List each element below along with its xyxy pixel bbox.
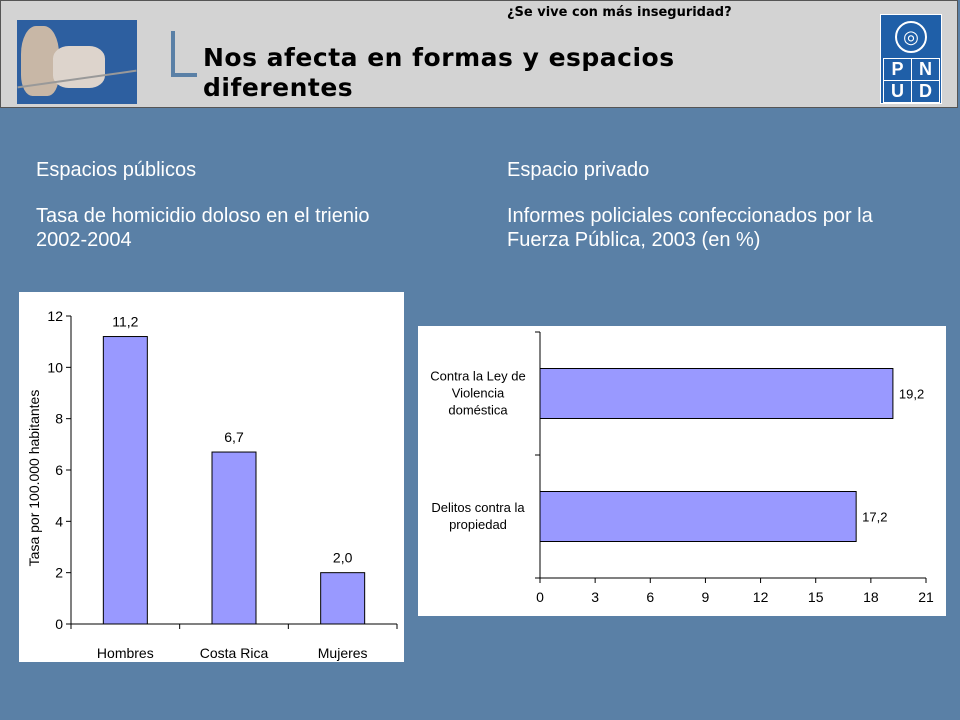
data-label: 11,2: [112, 314, 138, 330]
left-subheading: Tasa de homicidio doloso en el trienio 2…: [36, 205, 370, 251]
y-tick-label: propiedad: [449, 517, 507, 532]
bar: [539, 368, 894, 419]
x-tick-label: 3: [591, 589, 599, 605]
y-tick-label: 6: [55, 462, 63, 478]
bar: [102, 336, 148, 625]
y-tick-label: 10: [47, 359, 63, 375]
x-tick-label: Mujeres: [318, 645, 368, 661]
x-tick-label: Costa Rica: [200, 645, 269, 661]
bar: [539, 491, 857, 542]
title-bracket: [171, 31, 175, 77]
y-tick-label: Contra la Ley de: [430, 369, 525, 384]
police-reports-chart: 0 3 6 9 12 15 18 21 19,2 Contra la Ley de Violenci…: [418, 326, 946, 616]
police-reports-chart-svg: 0 3 6 9 12 15 18 21 19,2 Contra la Ley de Violenci…: [430, 331, 934, 605]
x-tick-label: 18: [863, 589, 879, 605]
data-label: 2,0: [333, 550, 353, 566]
logo-letter-p: P: [883, 58, 912, 81]
x-tick-label: 9: [702, 589, 710, 605]
x-tick-label: 21: [918, 589, 934, 605]
right-subheading: Informes policiales confeccionados por l…: [507, 205, 873, 251]
bar: [320, 572, 366, 625]
logo-letter-d: D: [911, 80, 940, 103]
slide-header: ¿Se vive con más inseguridad? Nos afecta…: [0, 0, 958, 108]
x-tick-label: 15: [808, 589, 824, 605]
x-tick-label: 6: [646, 589, 654, 605]
undp-logo: ◎ P N U D: [880, 14, 942, 104]
header-photo: [17, 20, 137, 104]
y-tick-label: 2: [55, 565, 63, 581]
logo-letter-n: N: [911, 58, 940, 81]
data-label: 19,2: [899, 387, 924, 402]
y-tick-label: 4: [55, 513, 63, 529]
y-tick-label: Violencia: [452, 386, 505, 401]
bar: [211, 451, 257, 625]
y-tick-label: 12: [47, 308, 63, 324]
homicide-chart-svg: 0 2 4 6 8 10 12 11,2 Hombres 6,7 Costa Rica 2,0 Muje…: [26, 308, 398, 661]
y-tick-label: doméstica: [448, 403, 508, 418]
y-axis-label: Tasa por 100.000 habitantes: [26, 390, 42, 567]
x-tick-label: 0: [536, 589, 544, 605]
data-label: 17,2: [862, 510, 887, 525]
slide-title: Nos afecta en formas y espacios diferent…: [203, 43, 675, 102]
top-question: ¿Se vive con más inseguridad?: [507, 5, 732, 20]
left-heading: Espacios públicos: [36, 159, 197, 181]
right-heading: Espacio privado: [507, 159, 650, 181]
x-tick-label: 12: [753, 589, 769, 605]
title-bracket-underline: [171, 73, 197, 77]
un-emblem-icon: ◎: [895, 21, 927, 53]
x-tick-label: Hombres: [97, 645, 154, 661]
homicide-chart: 0 2 4 6 8 10 12 11,2 Hombres 6,7 Costa Rica 2,0 Muje…: [19, 292, 404, 662]
y-tick-label: 8: [55, 411, 63, 427]
logo-letter-u: U: [883, 80, 912, 103]
y-tick-label: Delitos contra la: [431, 500, 525, 515]
data-label: 6,7: [224, 429, 244, 445]
y-tick-label: 0: [55, 616, 63, 632]
